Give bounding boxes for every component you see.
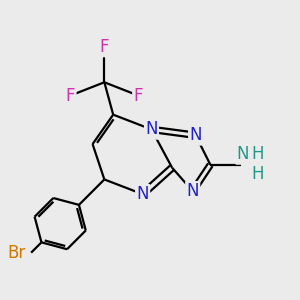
Text: F: F: [66, 86, 75, 104]
Text: F: F: [134, 86, 143, 104]
Text: N: N: [136, 185, 149, 203]
Text: H: H: [251, 165, 264, 183]
Text: N: N: [186, 182, 199, 200]
Text: N: N: [189, 126, 202, 144]
Text: N: N: [145, 120, 158, 138]
Text: F: F: [100, 38, 109, 56]
Text: H: H: [251, 146, 264, 164]
Text: N: N: [236, 146, 249, 164]
Text: Br: Br: [7, 244, 25, 262]
